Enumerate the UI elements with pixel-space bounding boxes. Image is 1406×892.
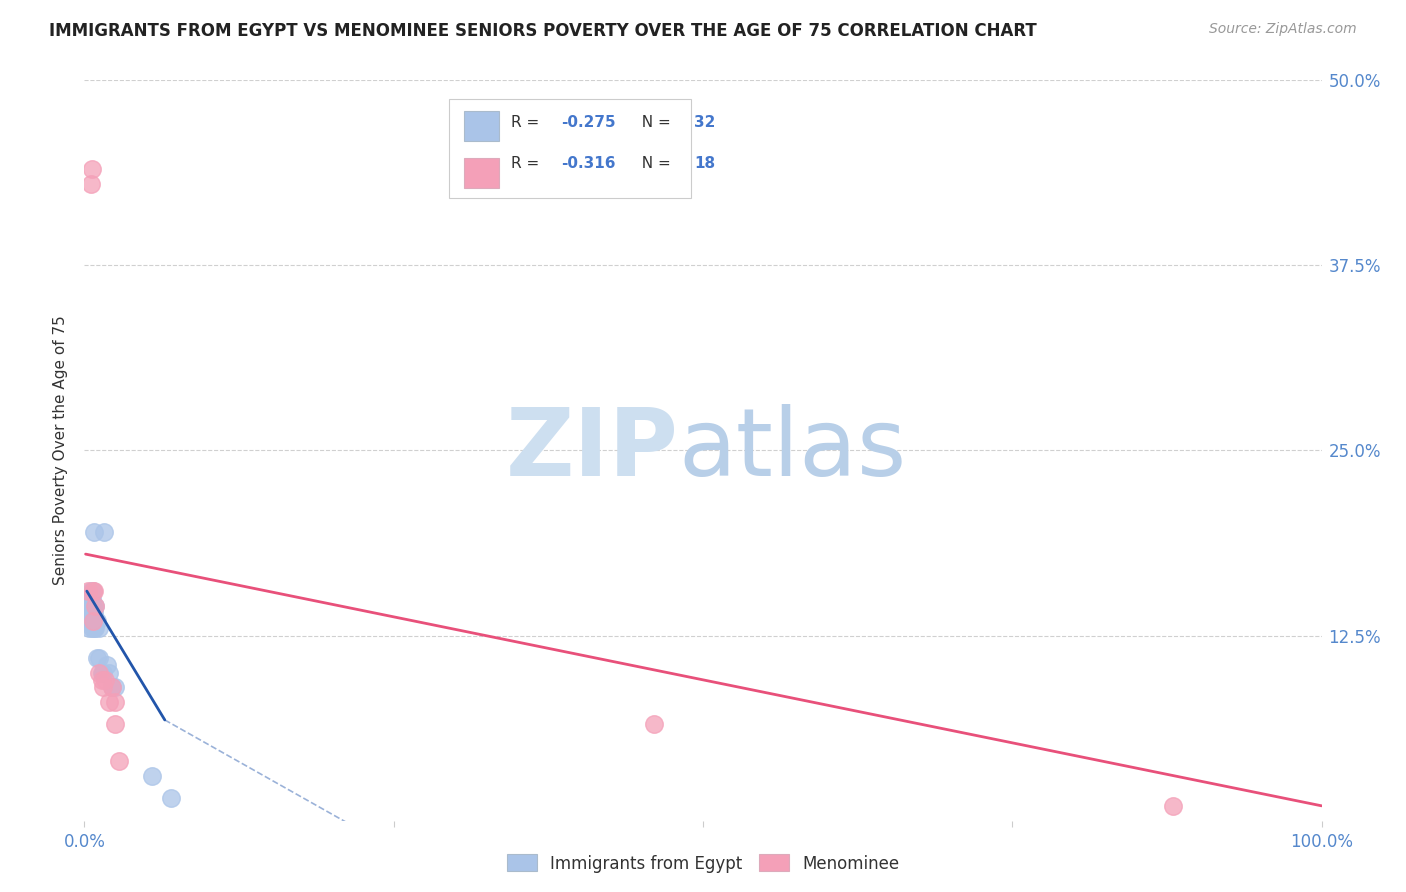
Text: -0.316: -0.316 [561, 156, 616, 170]
Point [98, 665, 121, 680]
Point [100, 681, 122, 695]
Point [1161, 798, 1184, 813]
Text: N =: N = [633, 115, 676, 130]
FancyBboxPatch shape [450, 99, 690, 198]
Point [80, 591, 103, 606]
Point [79, 177, 101, 191]
Point [90, 673, 112, 687]
Point [108, 755, 131, 769]
Point [80, 607, 103, 621]
Point [80, 162, 103, 177]
Point [84, 621, 107, 635]
Point [89, 650, 111, 665]
Point [94, 673, 117, 687]
Text: R =: R = [512, 115, 544, 130]
Point [77, 607, 100, 621]
Point [79, 614, 101, 628]
Point [86, 650, 108, 665]
Text: ZIP: ZIP [505, 404, 678, 497]
Point [79, 599, 101, 613]
FancyBboxPatch shape [464, 158, 499, 187]
Point [104, 681, 127, 695]
Point [91, 665, 114, 680]
Point [141, 769, 163, 783]
Point [89, 665, 111, 680]
Point [79, 621, 101, 635]
Text: N =: N = [633, 156, 676, 170]
Point [96, 658, 118, 673]
Point [83, 584, 105, 599]
Text: IMMIGRANTS FROM EGYPT VS MENOMINEE SENIORS POVERTY OVER THE AGE OF 75 CORRELATIO: IMMIGRANTS FROM EGYPT VS MENOMINEE SENIO… [49, 22, 1038, 40]
Point [82, 614, 104, 628]
Text: R =: R = [512, 156, 544, 170]
Point [82, 607, 104, 621]
Text: atlas: atlas [678, 404, 907, 497]
Point [104, 695, 127, 709]
Point [93, 524, 115, 539]
Point [84, 599, 107, 613]
Point [79, 584, 101, 599]
Point [77, 584, 100, 599]
Point [100, 681, 122, 695]
Point [83, 607, 105, 621]
Point [90, 665, 112, 680]
FancyBboxPatch shape [464, 112, 499, 141]
Point [89, 621, 111, 635]
Text: -0.275: -0.275 [561, 115, 616, 130]
Point [84, 599, 107, 613]
Point [82, 614, 104, 628]
Point [104, 717, 127, 731]
Text: 18: 18 [695, 156, 716, 170]
Point [643, 717, 665, 731]
Point [82, 584, 104, 599]
Point [82, 599, 104, 613]
Point [98, 695, 121, 709]
Y-axis label: Seniors Poverty Over the Age of 75: Seniors Poverty Over the Age of 75 [53, 316, 69, 585]
Point [82, 584, 104, 599]
Point [83, 524, 105, 539]
Legend: Immigrants from Egypt, Menominee: Immigrants from Egypt, Menominee [501, 847, 905, 880]
Point [83, 621, 105, 635]
Point [86, 614, 108, 628]
Text: 32: 32 [695, 115, 716, 130]
Point [79, 599, 101, 613]
Point [80, 621, 103, 635]
Point [160, 791, 183, 805]
Point [79, 591, 101, 606]
Point [91, 681, 114, 695]
Text: Source: ZipAtlas.com: Source: ZipAtlas.com [1209, 22, 1357, 37]
